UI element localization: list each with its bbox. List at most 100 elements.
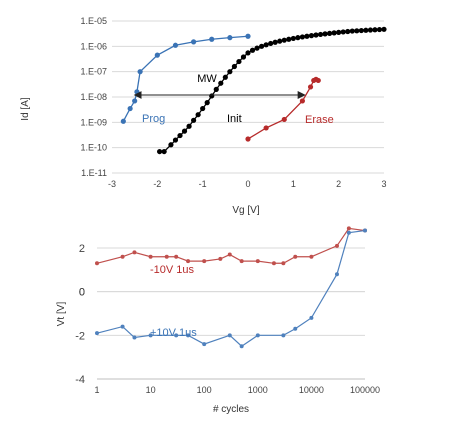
annotation-minus10v: -10V 1us	[150, 264, 195, 276]
data-point-erase	[245, 136, 251, 142]
vt-cycles-x-tick-label: 100000	[350, 385, 380, 395]
vt-cycles-x-tick-label: 1	[94, 385, 99, 395]
data-point-10v-1us	[255, 259, 260, 264]
data-point-prog	[132, 98, 138, 104]
data-point-init	[268, 40, 274, 47]
data-point-init	[213, 86, 219, 92]
series-line-erase	[247, 78, 319, 140]
data-point-init	[281, 37, 287, 43]
id-vg-gridlines	[112, 20, 384, 174]
id-vg-y-tick-label: 1.E-08	[80, 92, 107, 102]
data-point-init	[322, 31, 328, 37]
data-point-10v-1us	[281, 261, 286, 266]
data-point-prog	[154, 52, 160, 58]
data-point-init	[272, 39, 278, 45]
data-point-prog	[120, 118, 126, 124]
data-point-init	[340, 29, 346, 35]
id-vg-x-tick-label: 2	[336, 179, 341, 189]
data-point-10v-1us	[227, 252, 232, 257]
vt-cycles-y-tick-label: 0	[79, 287, 85, 299]
id-vg-y-tick-label: 1.E-11	[81, 168, 107, 178]
data-point-erase	[307, 84, 314, 90]
series-line-10v-1us	[96, 229, 366, 348]
id-vg-chart: 1.E-11 1.E-10 1.E-09 1.E-08 1.E-07 1.E-06 1.E-…	[20, 16, 387, 216]
data-point-10v-1us	[309, 254, 314, 259]
data-point-10v-1us	[271, 261, 276, 266]
vt-cycles-x-tick-label: 1000	[248, 385, 268, 395]
vt-cycles-x-tick-label: 10000	[299, 385, 324, 395]
data-point-10v-1us	[239, 344, 244, 349]
data-point-prog	[227, 35, 233, 41]
data-point-init	[277, 38, 283, 44]
data-point-init	[200, 105, 206, 112]
data-point-10v-1us	[174, 333, 179, 338]
data-point-init	[336, 29, 342, 35]
series-line-10v-1us	[96, 227, 366, 264]
data-point-init	[327, 30, 333, 36]
data-point-erase	[263, 125, 269, 131]
vt-cycles-x-tick-label: 100	[197, 385, 212, 395]
data-point-init	[195, 112, 201, 118]
id-vg-y-tick-label: 1.E-06	[80, 41, 107, 51]
data-point-init	[299, 34, 305, 40]
data-point-init	[157, 148, 163, 155]
annotation-init: Init	[227, 113, 242, 125]
data-point-10v-1us	[218, 256, 223, 261]
vt-cycles-x-axis-label: # cycles	[213, 404, 249, 415]
data-point-init	[349, 28, 355, 34]
data-point-init	[259, 43, 265, 49]
annotation-erase: Erase	[305, 114, 334, 126]
data-point-prog	[127, 105, 133, 112]
data-point-10v-1us	[120, 324, 125, 329]
data-point-init	[186, 123, 192, 129]
vt-cycles-series	[95, 226, 367, 349]
id-vg-y-tick-label: 1.E-05	[80, 16, 107, 26]
data-point-init	[290, 35, 296, 42]
data-point-prog	[191, 39, 197, 45]
data-point-init	[254, 45, 260, 51]
data-point-init	[177, 132, 183, 139]
data-point-erase	[299, 98, 305, 104]
data-point-10v-1us	[148, 333, 153, 338]
id-vg-x-tick-label: -3	[108, 179, 116, 189]
data-point-10v-1us	[281, 333, 286, 338]
data-point-init	[204, 100, 210, 106]
id-vg-y-tick-label: 1.E-07	[80, 67, 107, 77]
data-point-init	[231, 63, 237, 70]
data-point-init	[358, 27, 364, 34]
data-point-prog	[245, 33, 251, 39]
id-vg-x-tick-label: 3	[381, 179, 386, 189]
id-vg-x-axis-label: Vg [V]	[232, 205, 259, 216]
data-point-10v-1us	[120, 254, 125, 259]
id-vg-y-tick-label: 1.E-09	[80, 117, 107, 127]
data-point-prog	[137, 69, 143, 75]
data-point-init	[304, 33, 310, 39]
data-point-init	[372, 27, 378, 33]
id-vg-y-ticks: 1.E-11 1.E-10 1.E-09 1.E-08 1.E-07 1.E-06 1.E-…	[80, 16, 107, 178]
data-point-prog	[172, 42, 179, 48]
data-point-10v-1us	[132, 335, 137, 340]
data-point-10v-1us	[293, 254, 298, 259]
vt-cycles-y-axis-label: Vt [V]	[56, 302, 67, 327]
data-point-init	[331, 30, 337, 36]
data-point-init	[222, 74, 228, 80]
id-vg-x-tick-label: -1	[199, 179, 207, 189]
data-point-init	[168, 142, 174, 148]
series-line-prog	[122, 35, 249, 122]
data-point-init	[313, 32, 319, 38]
data-point-init	[245, 50, 251, 56]
data-point-init	[236, 58, 242, 65]
data-point-init	[317, 31, 324, 38]
id-vg-x-tick-label: -2	[153, 179, 161, 189]
data-point-10v-1us	[309, 315, 314, 320]
id-vg-y-tick-label: 1.E-10	[80, 143, 107, 153]
data-point-10v-1us	[346, 230, 351, 235]
annotation-prog: Prog	[142, 113, 165, 125]
data-point-init	[308, 33, 315, 39]
data-point-init	[363, 27, 369, 33]
vt-cycles-x-tick-label: 10	[146, 385, 156, 395]
data-point-10v-1us	[255, 333, 260, 338]
id-vg-x-tick-label: 0	[245, 179, 250, 189]
vt-cycles-y-tick-label: 0	[79, 287, 85, 299]
